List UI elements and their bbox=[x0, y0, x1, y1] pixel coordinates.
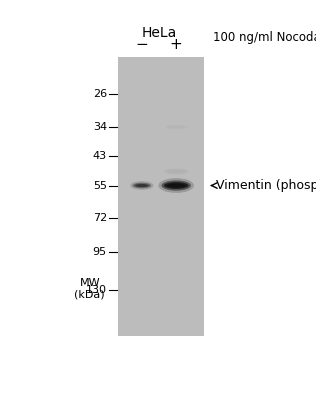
Text: Vimentin (phospho Ser56): Vimentin (phospho Ser56) bbox=[216, 179, 316, 192]
Text: 130: 130 bbox=[86, 285, 107, 295]
Text: −: − bbox=[136, 37, 148, 52]
Ellipse shape bbox=[166, 170, 186, 173]
Text: 100 ng/ml Nocodazole, 24 hr: 100 ng/ml Nocodazole, 24 hr bbox=[213, 31, 316, 44]
Text: +: + bbox=[170, 37, 183, 52]
Text: 34: 34 bbox=[93, 122, 107, 132]
Text: 72: 72 bbox=[93, 213, 107, 223]
FancyBboxPatch shape bbox=[118, 57, 204, 336]
Ellipse shape bbox=[167, 126, 185, 128]
Ellipse shape bbox=[158, 178, 194, 193]
Ellipse shape bbox=[161, 180, 191, 190]
Text: 43: 43 bbox=[93, 150, 107, 160]
Ellipse shape bbox=[167, 184, 185, 188]
Ellipse shape bbox=[130, 181, 154, 190]
Text: MW
(kDa): MW (kDa) bbox=[74, 278, 105, 300]
Text: 26: 26 bbox=[93, 89, 107, 99]
Ellipse shape bbox=[135, 184, 149, 187]
Ellipse shape bbox=[165, 125, 187, 129]
Text: HeLa: HeLa bbox=[141, 26, 177, 40]
Ellipse shape bbox=[164, 182, 188, 189]
Text: 95: 95 bbox=[93, 247, 107, 257]
Ellipse shape bbox=[133, 183, 151, 188]
Ellipse shape bbox=[164, 168, 188, 174]
Text: 55: 55 bbox=[93, 180, 107, 190]
